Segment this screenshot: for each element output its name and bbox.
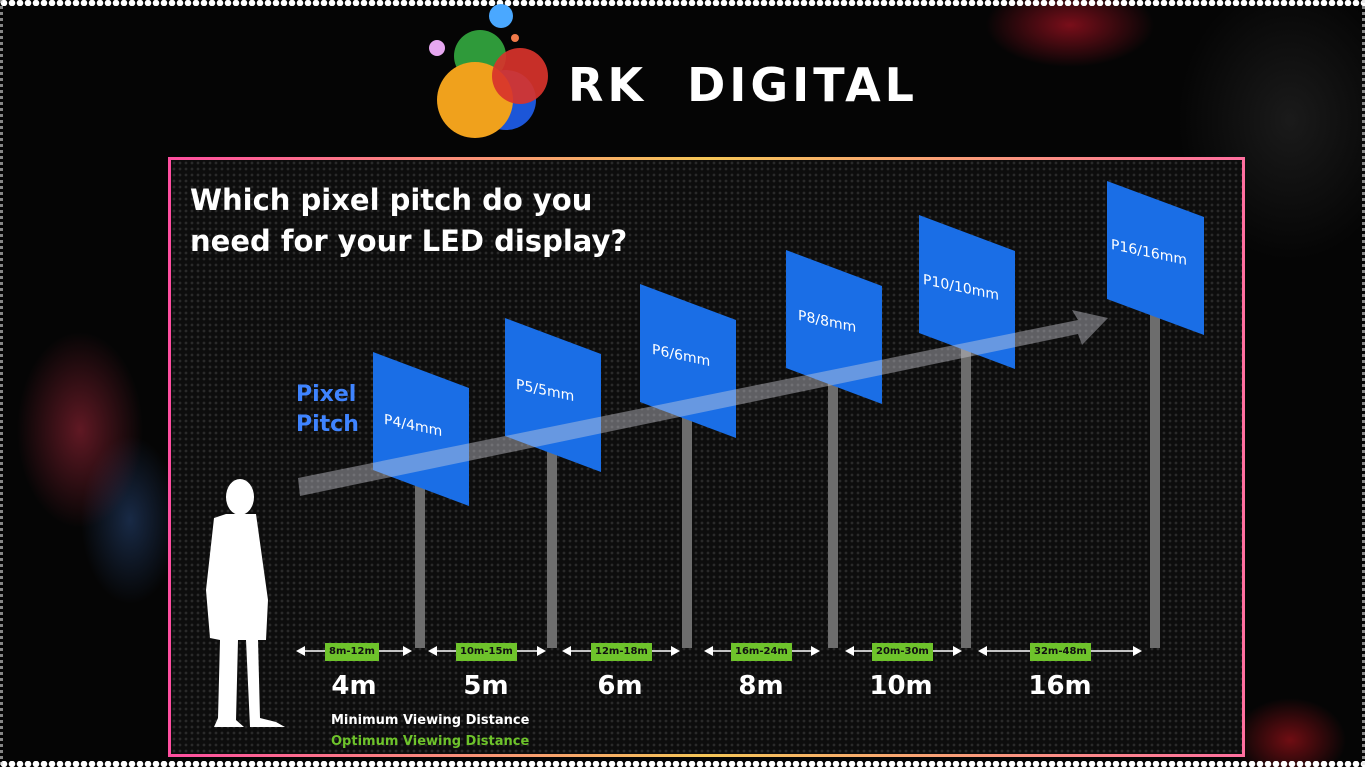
arrow-right-icon bbox=[298, 310, 1108, 496]
brand-name: RK DIGITAL bbox=[568, 58, 918, 112]
min-distance: 16m bbox=[1028, 671, 1092, 701]
legend-optimum: Optimum Viewing Distance bbox=[331, 734, 530, 749]
sign-pole bbox=[828, 368, 838, 648]
sign-pole bbox=[682, 402, 692, 648]
arrow-left-icon bbox=[296, 646, 305, 656]
logo-circles-icon bbox=[429, 4, 548, 138]
pixel-pitch-line-1: Pixel bbox=[296, 382, 357, 407]
arrow-right-icon bbox=[537, 646, 546, 656]
led-sign-panel bbox=[505, 318, 601, 472]
pixel-pitch-label: Pixel Pitch bbox=[296, 380, 359, 440]
min-distance: 6m bbox=[597, 671, 643, 701]
led-sign-panel bbox=[640, 284, 736, 438]
title-line-1: Which pixel pitch do you bbox=[190, 183, 593, 217]
sign-pole bbox=[415, 470, 425, 648]
page-title: Which pixel pitch do you need for your L… bbox=[190, 180, 710, 262]
sign-pole bbox=[961, 333, 971, 648]
range-badge: 32m-48m bbox=[1030, 643, 1091, 661]
range-badge: 10m-15m bbox=[456, 643, 517, 661]
sign-pole bbox=[1150, 299, 1160, 648]
arrow-right-icon bbox=[403, 646, 412, 656]
min-distance: 8m bbox=[738, 671, 784, 701]
arrow-left-icon bbox=[704, 646, 713, 656]
arrow-left-icon bbox=[845, 646, 854, 656]
range-badge: 8m-12m bbox=[325, 643, 379, 661]
sign-pole bbox=[547, 436, 557, 648]
title-line-2: need for your LED display? bbox=[190, 224, 628, 258]
min-distance: 10m bbox=[869, 671, 933, 701]
arrow-right-icon bbox=[953, 646, 962, 656]
arrow-right-icon bbox=[1133, 646, 1142, 656]
edge-right bbox=[1362, 0, 1365, 767]
led-sign-panel bbox=[373, 352, 469, 506]
min-distance: 5m bbox=[463, 671, 509, 701]
torn-edge-top bbox=[0, 0, 1365, 6]
torn-edge-bottom bbox=[0, 761, 1365, 767]
arrow-right-icon bbox=[671, 646, 680, 656]
led-sign-panel bbox=[1107, 181, 1204, 335]
min-distance: 4m bbox=[331, 671, 377, 701]
led-sign-panel bbox=[919, 215, 1015, 369]
arrow-right-icon bbox=[811, 646, 820, 656]
pixel-pitch-line-2: Pitch bbox=[296, 412, 359, 437]
arrow-left-icon bbox=[562, 646, 571, 656]
legend-minimum: Minimum Viewing Distance bbox=[331, 713, 530, 728]
arrow-left-icon bbox=[428, 646, 437, 656]
range-badge: 20m-30m bbox=[872, 643, 933, 661]
led-sign-panel bbox=[786, 250, 882, 404]
range-badge: 16m-24m bbox=[731, 643, 792, 661]
edge-left bbox=[0, 0, 3, 767]
range-badge: 12m-18m bbox=[591, 643, 652, 661]
person-silhouette-icon bbox=[206, 479, 285, 727]
arrow-left-icon bbox=[978, 646, 987, 656]
